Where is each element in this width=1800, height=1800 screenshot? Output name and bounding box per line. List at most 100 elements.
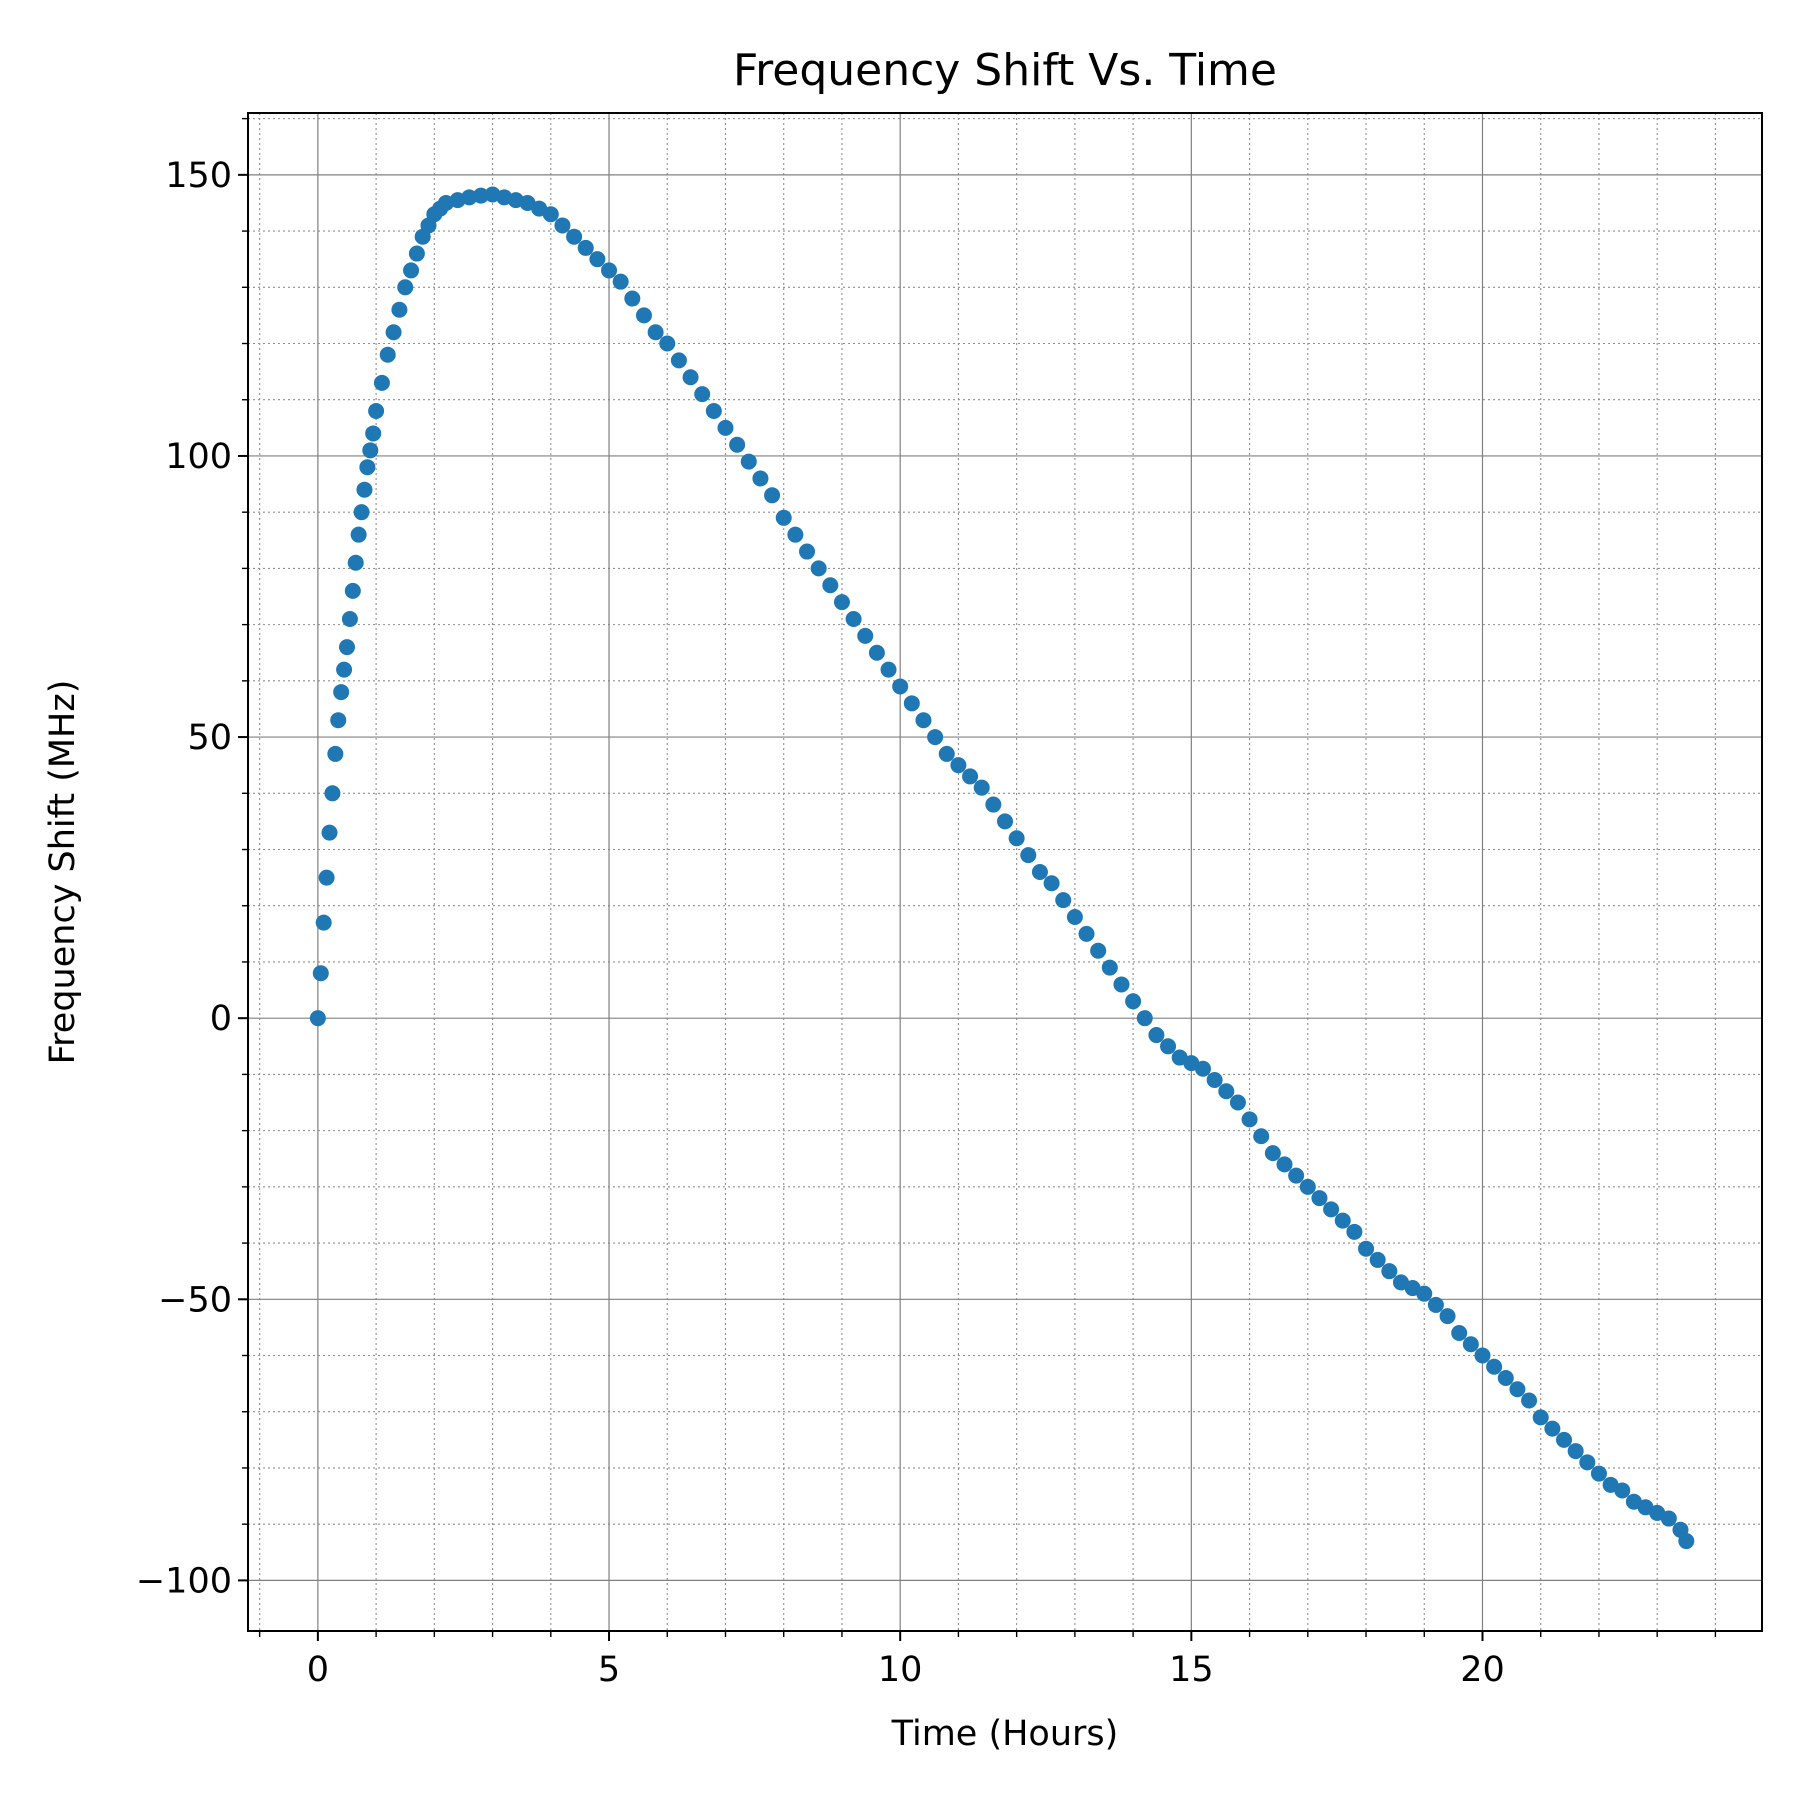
data-point <box>324 785 341 802</box>
data-point <box>1101 959 1118 976</box>
data-point <box>868 644 885 661</box>
data-point <box>997 813 1013 830</box>
data-point <box>810 560 827 577</box>
y-tick-label: 150 <box>165 156 232 196</box>
data-point <box>694 386 711 403</box>
plot-frame <box>247 112 1763 1632</box>
data-point <box>353 504 370 521</box>
data-point <box>1590 1465 1607 1482</box>
data-point <box>397 279 414 296</box>
data-point <box>880 661 897 678</box>
y-tick-label: −100 <box>136 1561 232 1601</box>
data-point <box>1678 1533 1695 1550</box>
data-point <box>373 374 390 391</box>
scatter-points <box>309 186 1695 1550</box>
data-point <box>927 729 944 746</box>
data-point <box>1462 1336 1479 1353</box>
data-point <box>647 324 664 341</box>
data-point <box>1334 1212 1351 1229</box>
x-tick-label: 0 <box>307 1650 329 1690</box>
data-point <box>327 745 344 762</box>
data-point <box>315 914 332 931</box>
data-point <box>950 757 967 774</box>
y-axis-label: Frequency Shift (MHz) <box>43 680 83 1065</box>
data-point <box>973 779 990 796</box>
data-point <box>985 796 1002 813</box>
data-point <box>729 436 746 453</box>
data-point <box>1288 1167 1305 1184</box>
data-point <box>799 543 816 560</box>
data-point <box>635 307 652 324</box>
data-point <box>347 554 364 571</box>
data-point <box>1521 1392 1538 1409</box>
data-point <box>1346 1223 1363 1240</box>
data-point <box>1509 1381 1526 1398</box>
data-point <box>752 470 769 487</box>
data-point <box>312 965 329 982</box>
data-point <box>1497 1370 1514 1386</box>
data-point <box>554 217 571 234</box>
data-point <box>1544 1420 1561 1437</box>
data-point <box>1090 942 1107 959</box>
data-point <box>472 187 489 204</box>
minor-grid <box>248 113 1762 1631</box>
data-point <box>915 712 932 729</box>
data-point <box>309 1010 326 1027</box>
data-point <box>1532 1409 1549 1426</box>
data-point <box>857 627 874 644</box>
x-axis-label: Time (Hours) <box>891 1714 1119 1754</box>
data-point <box>601 262 618 279</box>
data-point <box>341 611 358 627</box>
data-point <box>336 661 353 678</box>
data-point <box>359 459 376 476</box>
data-point <box>1055 892 1072 909</box>
data-point <box>1160 1038 1177 1055</box>
data-point <box>385 324 402 341</box>
data-point <box>1031 864 1048 880</box>
data-point <box>1369 1251 1386 1268</box>
data-point <box>764 487 781 504</box>
data-point <box>903 695 920 712</box>
data-point <box>670 352 687 369</box>
y-tick-label: −50 <box>158 1280 232 1320</box>
data-point <box>822 577 839 594</box>
data-point <box>624 290 641 307</box>
x-tick-label: 15 <box>1169 1650 1214 1690</box>
data-point <box>1113 976 1130 993</box>
data-point <box>1474 1347 1491 1364</box>
data-point <box>1323 1201 1340 1218</box>
x-tick-label: 5 <box>598 1650 620 1690</box>
data-point <box>717 419 734 436</box>
x-tick-label: 20 <box>1460 1650 1505 1690</box>
data-point <box>682 369 699 386</box>
data-point <box>356 481 373 498</box>
data-point <box>577 239 594 256</box>
data-point <box>333 684 350 701</box>
data-point <box>368 402 385 419</box>
data-point <box>1136 1010 1153 1027</box>
data-point <box>1439 1308 1456 1325</box>
data-point <box>1614 1482 1631 1499</box>
y-tick-labels: −100 −50 0 50 100 150 <box>136 156 232 1602</box>
data-point <box>589 251 606 268</box>
chart-title: Frequency Shift Vs. Time <box>733 45 1277 96</box>
data-point <box>365 425 382 442</box>
data-point <box>1218 1083 1235 1100</box>
data-point <box>775 509 792 526</box>
data-point <box>1416 1285 1433 1302</box>
data-point <box>1579 1454 1596 1471</box>
data-point <box>892 678 909 695</box>
y-tick-label: 100 <box>165 437 232 477</box>
data-point <box>1660 1510 1677 1527</box>
data-point <box>1043 875 1060 892</box>
data-point <box>1008 830 1025 847</box>
data-point <box>1264 1145 1281 1162</box>
data-point <box>1358 1240 1375 1257</box>
data-point <box>408 245 425 262</box>
data-point <box>787 526 804 543</box>
data-point <box>612 273 629 290</box>
data-point <box>318 869 335 886</box>
data-point <box>1486 1358 1503 1375</box>
data-point <box>1125 993 1142 1010</box>
